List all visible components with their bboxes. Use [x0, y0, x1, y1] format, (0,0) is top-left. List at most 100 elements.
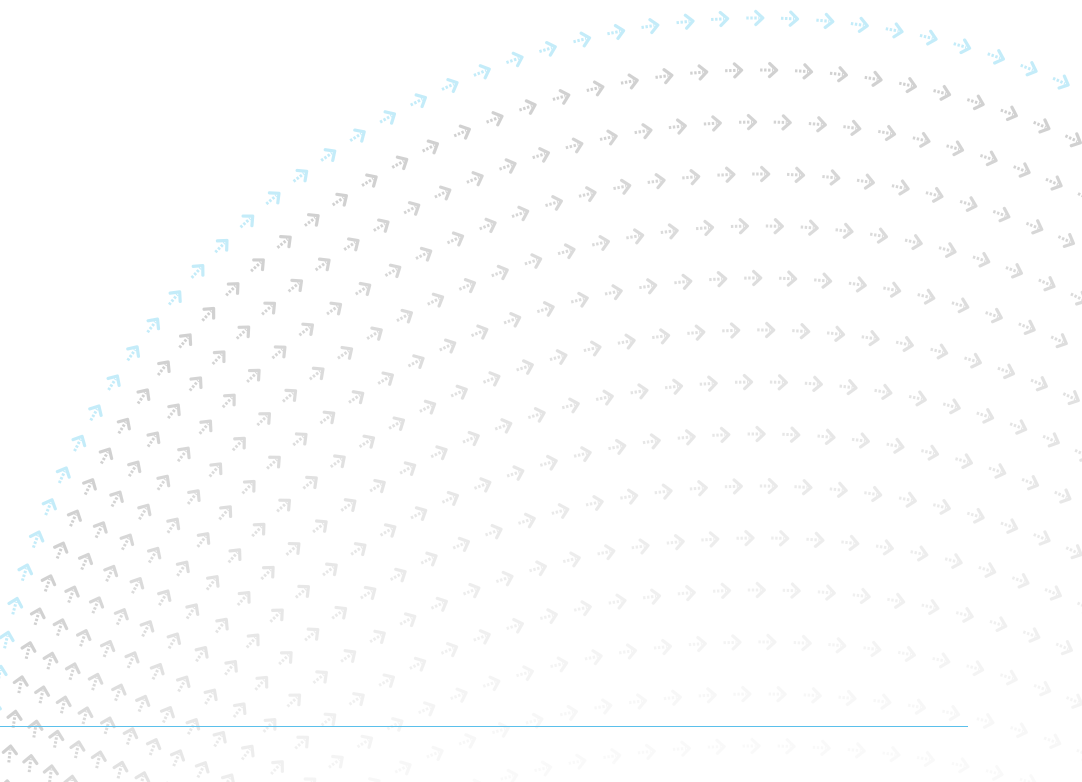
dotted-chevron-arrow-icon [580, 339, 603, 359]
dotted-chevron-arrow-icon [909, 129, 932, 150]
dotted-chevron-arrow-icon [791, 634, 813, 652]
dotted-chevron-arrow-icon [554, 241, 578, 262]
dotted-chevron-arrow-icon [680, 168, 701, 187]
dotted-chevron-arrow-icon [820, 168, 841, 187]
dotted-chevron-arrow-icon [365, 626, 390, 649]
dotted-chevron-arrow-icon [209, 613, 234, 638]
dotted-chevron-arrow-icon [575, 184, 599, 205]
dotted-chevron-arrow-icon [0, 663, 9, 686]
dotted-chevron-arrow-icon [617, 487, 640, 507]
dotted-chevron-arrow-icon [316, 708, 341, 732]
dotted-chevron-arrow-icon [896, 489, 919, 509]
dotted-chevron-arrow-icon [777, 270, 798, 287]
dotted-chevron-arrow-icon [172, 329, 197, 354]
dotted-chevron-arrow-icon [40, 650, 61, 673]
dotted-chevron-arrow-icon [1050, 484, 1075, 507]
dotted-chevron-arrow-icon [731, 685, 752, 703]
dotted-chevron-arrow-icon [1007, 719, 1030, 741]
dotted-chevron-arrow-icon [152, 586, 176, 611]
dotted-chevron-arrow-icon [160, 513, 185, 539]
dotted-chevron-arrow-icon [1034, 272, 1059, 295]
dotted-chevron-arrow-icon [161, 399, 186, 424]
dotted-chevron-arrow-icon [314, 406, 340, 430]
dotted-chevron-arrow-icon [150, 470, 175, 496]
dotted-chevron-arrow-icon [963, 91, 987, 113]
dotted-chevron-arrow-icon [1052, 636, 1076, 658]
dotted-chevron-arrow-icon [827, 65, 849, 84]
dotted-chevron-arrow-icon [801, 686, 823, 704]
dotted-chevron-arrow-icon [235, 740, 259, 765]
dotted-chevron-arrow-icon [61, 773, 81, 782]
dotted-chevron-arrow-icon [811, 271, 833, 290]
dotted-chevron-arrow-icon [582, 647, 604, 667]
dotted-chevron-arrow-icon [387, 152, 412, 175]
dotted-chevron-arrow-icon [75, 704, 96, 728]
dotted-chevron-arrow-icon [325, 450, 350, 474]
dotted-chevron-arrow-icon [1009, 158, 1033, 181]
dotted-chevron-arrow-icon [883, 436, 906, 456]
dotted-chevron-arrow-icon [455, 730, 479, 752]
dotted-chevron-arrow-icon [871, 692, 893, 711]
dotted-chevron-arrow-icon [604, 22, 627, 42]
dotted-chevron-arrow-icon [628, 382, 650, 401]
dotted-chevron-arrow-icon [845, 741, 867, 760]
dotted-chevron-arrow-icon [666, 117, 688, 136]
dotted-chevron-arrow-icon [339, 233, 364, 257]
dotted-chevron-arrow-icon [207, 727, 231, 752]
dotted-chevron-arrow-icon [570, 444, 594, 465]
dotted-chevron-arrow-icon [914, 286, 937, 307]
dotted-chevron-arrow-icon [183, 372, 208, 397]
dotted-chevron-arrow-icon [705, 738, 727, 756]
dotted-chevron-arrow-icon [836, 689, 858, 707]
dotted-chevron-arrow-icon [697, 375, 719, 393]
dotted-chevron-arrow-icon [110, 759, 131, 782]
dotted-chevron-arrow-icon [549, 87, 573, 108]
dotted-chevron-arrow-icon [529, 144, 552, 166]
dotted-chevron-arrow-icon [906, 388, 929, 408]
dotted-chevron-arrow-icon [710, 426, 731, 444]
dotted-chevron-arrow-icon [469, 61, 494, 83]
dotted-chevron-arrow-icon [414, 698, 439, 721]
dotted-chevron-arrow-icon [120, 648, 143, 673]
dotted-chevron-arrow-icon [120, 341, 145, 366]
dotted-chevron-arrow-icon [21, 753, 40, 775]
dotted-chevron-arrow-icon [533, 299, 557, 320]
dotted-chevron-arrow-icon [296, 772, 321, 782]
dotted-chevron-arrow-icon [709, 10, 730, 28]
dotted-chevron-arrow-icon [600, 747, 623, 766]
dotted-chevron-arrow-icon [701, 114, 723, 133]
dotted-chevron-arrow-icon [711, 582, 732, 600]
dotted-chevron-arrow-icon [327, 188, 352, 212]
dotted-chevron-arrow-icon [111, 414, 135, 439]
dotted-chevron-arrow-icon [840, 118, 863, 137]
dotted-chevron-arrow-icon [422, 743, 447, 765]
dotted-chevron-arrow-icon [463, 776, 487, 782]
dotted-chevron-arrow-icon [287, 427, 312, 452]
dotted-chevron-arrow-icon [281, 688, 306, 713]
dotted-chevron-arrow-icon [826, 636, 847, 654]
dotted-chevron-arrow-icon [1061, 540, 1082, 563]
dotted-chevron-arrow-icon [973, 710, 997, 731]
dotted-chevron-arrow-icon [0, 629, 17, 652]
dotted-chevron-arrow-icon [557, 703, 580, 723]
dotted-chevron-arrow-icon [1014, 316, 1039, 338]
dotted-chevron-arrow-icon [850, 586, 872, 605]
dotted-chevron-arrow-icon [155, 703, 178, 727]
dotted-chevron-arrow-icon [508, 203, 532, 225]
dotted-chevron-arrow-icon [675, 584, 697, 602]
dotted-chevron-arrow-icon [185, 259, 210, 284]
dotted-chevron-arrow-icon [547, 654, 570, 675]
dotted-chevron-arrow-icon [652, 482, 674, 501]
dotted-chevron-arrow-icon [209, 234, 234, 259]
dotted-chevron-arrow-icon [310, 253, 335, 277]
dotted-chevron-arrow-icon [390, 757, 415, 780]
dotted-chevron-arrow-icon [815, 427, 837, 446]
dotted-chevron-arrow-icon [615, 332, 637, 352]
dotted-chevron-arrow-icon [871, 382, 894, 402]
dotted-chevron-arrow-icon [745, 425, 766, 443]
dotted-chevron-arrow-icon [362, 322, 387, 346]
dotted-chevron-arrow-icon [491, 415, 515, 437]
dotted-chevron-arrow-icon [758, 61, 779, 79]
dotted-chevron-arrow-icon [658, 222, 680, 241]
dotted-chevron-arrow-icon [916, 27, 940, 48]
